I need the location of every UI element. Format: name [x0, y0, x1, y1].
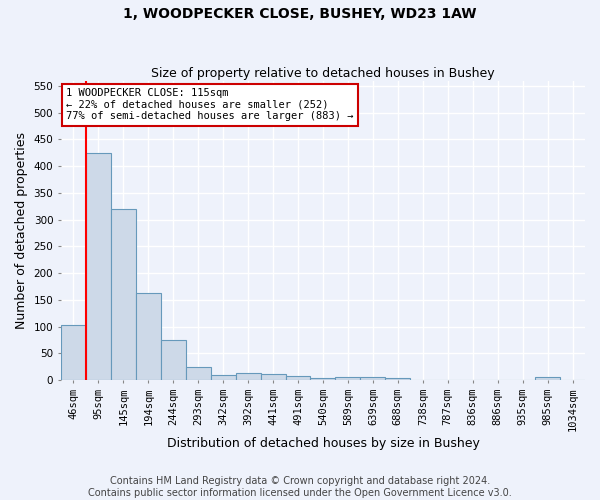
Text: Contains HM Land Registry data © Crown copyright and database right 2024.
Contai: Contains HM Land Registry data © Crown c… — [88, 476, 512, 498]
Bar — [161, 340, 186, 380]
Title: Size of property relative to detached houses in Bushey: Size of property relative to detached ho… — [151, 66, 495, 80]
Bar — [211, 374, 236, 380]
Bar — [335, 378, 361, 380]
Bar — [86, 153, 111, 380]
Bar — [136, 294, 161, 380]
Bar — [61, 325, 86, 380]
Bar — [236, 373, 260, 380]
Bar — [385, 378, 410, 380]
X-axis label: Distribution of detached houses by size in Bushey: Distribution of detached houses by size … — [167, 437, 479, 450]
Bar — [361, 378, 385, 380]
Text: 1 WOODPECKER CLOSE: 115sqm
← 22% of detached houses are smaller (252)
77% of sem: 1 WOODPECKER CLOSE: 115sqm ← 22% of deta… — [66, 88, 353, 122]
Bar — [111, 209, 136, 380]
Y-axis label: Number of detached properties: Number of detached properties — [15, 132, 28, 329]
Text: 1, WOODPECKER CLOSE, BUSHEY, WD23 1AW: 1, WOODPECKER CLOSE, BUSHEY, WD23 1AW — [123, 8, 477, 22]
Bar — [186, 366, 211, 380]
Bar — [535, 378, 560, 380]
Bar — [260, 374, 286, 380]
Bar — [286, 376, 310, 380]
Bar — [310, 378, 335, 380]
